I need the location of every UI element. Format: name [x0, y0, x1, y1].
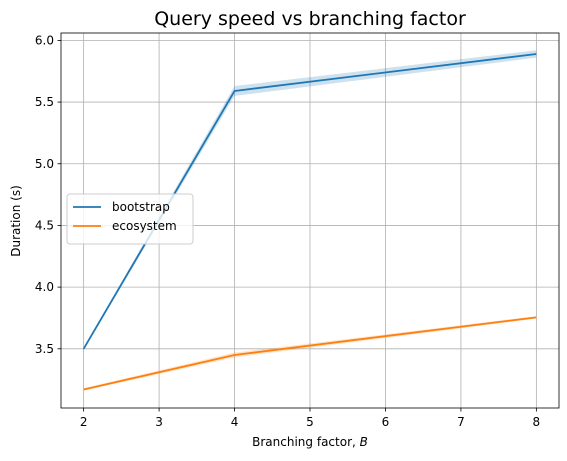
y-tick-label: 4.0: [35, 280, 54, 294]
x-tick-label: 8: [533, 415, 541, 429]
y-axis-ticks: 3.5 4.0 4.5 5.0 5.5 6.0: [35, 33, 61, 356]
series-line-ecosystem: [83, 316, 537, 391]
grid: [61, 33, 559, 408]
x-tick-label: 4: [231, 415, 239, 429]
x-axis-label-text: Branching factor,: [252, 435, 359, 449]
y-tick-label: 5.5: [35, 95, 54, 109]
x-tick-label: 3: [155, 415, 163, 429]
x-axis-label: Branching factor, B: [252, 435, 368, 449]
legend-label-bootstrap: bootstrap: [112, 200, 170, 214]
x-tick-label: 2: [80, 415, 88, 429]
x-axis-ticks: 2 3 4 5 6 7 8: [80, 408, 540, 429]
chart-title: Query speed vs branching factor: [154, 8, 466, 30]
x-tick-label: 6: [382, 415, 390, 429]
y-tick-label: 4.5: [35, 218, 54, 232]
series-line-bootstrap: [82, 53, 537, 350]
y-tick-label: 5.0: [35, 157, 54, 171]
series-lines: [82, 53, 537, 391]
y-axis-label: Duration (s): [9, 185, 23, 257]
x-tick-label: 5: [306, 415, 314, 429]
y-tick-label: 6.0: [35, 33, 54, 47]
y-tick-label: 3.5: [35, 342, 54, 356]
x-axis-label-variable: B: [360, 435, 368, 449]
legend: bootstrap ecosystem: [66, 193, 194, 245]
x-tick-label: 7: [457, 415, 465, 429]
legend-label-ecosystem: ecosystem: [112, 219, 177, 233]
